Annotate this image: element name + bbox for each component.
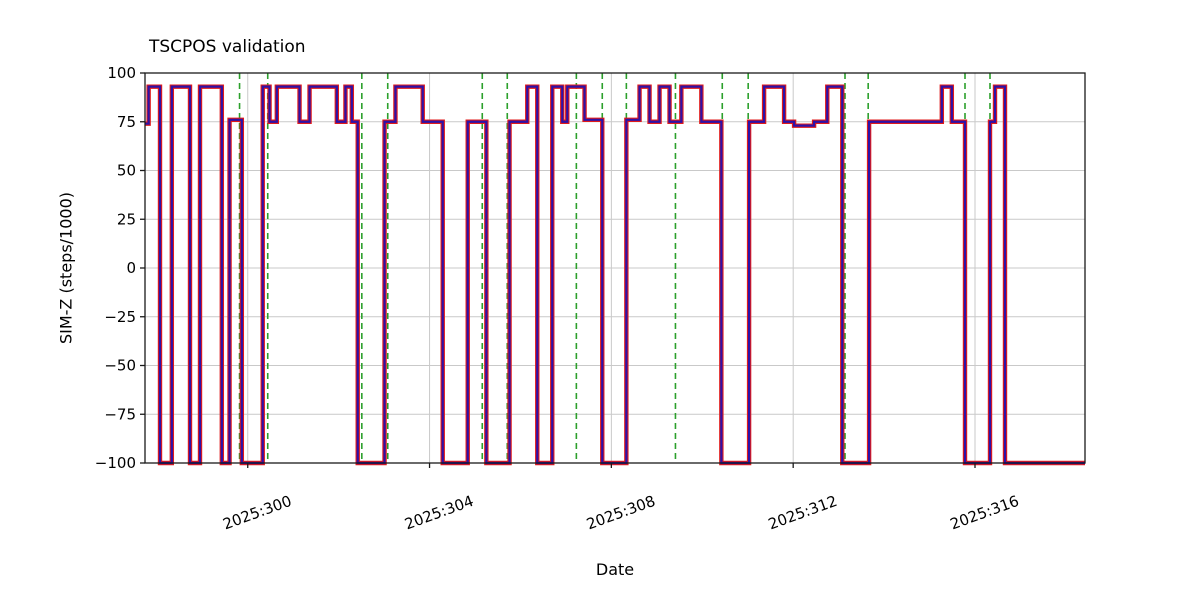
x-axis-label: Date <box>595 560 635 579</box>
y-tick-label: 100 <box>107 64 136 82</box>
y-tick-label: −75 <box>104 405 136 423</box>
y-tick-label: 50 <box>117 162 136 180</box>
y-tick-label: 25 <box>117 210 136 228</box>
y-tick-label: 75 <box>117 113 136 131</box>
y-tick-label: −100 <box>95 454 136 472</box>
y-tick-label: −25 <box>104 308 136 326</box>
y-tick-label: −50 <box>104 357 136 375</box>
y-axis-label: SIM-Z (steps/1000) <box>56 191 76 345</box>
chart-title: TSCPOS validation <box>149 37 306 57</box>
data-blue-line <box>145 85 1085 465</box>
y-tick-label: 0 <box>126 259 136 277</box>
